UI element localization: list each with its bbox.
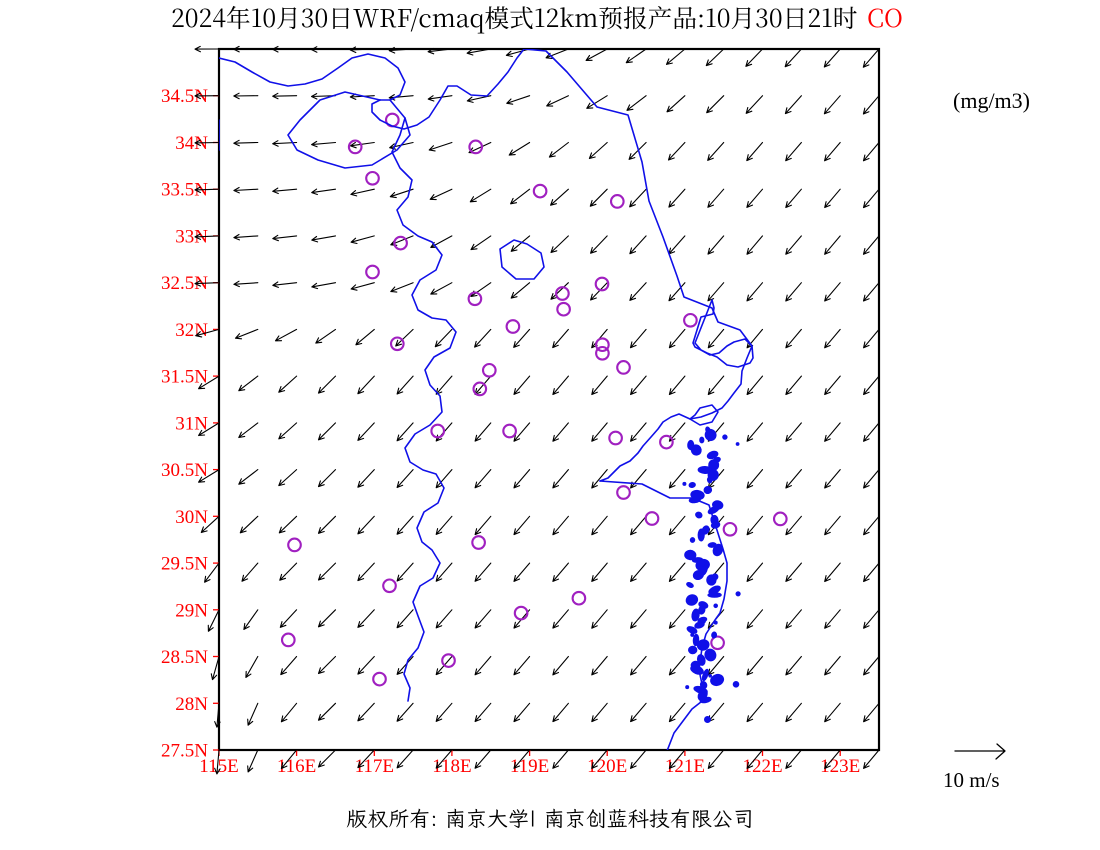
svg-text:34.5N: 34.5N (161, 86, 208, 107)
svg-text:28N: 28N (175, 694, 208, 715)
svg-text:10 m/s: 10 m/s (943, 768, 1000, 792)
svg-text:29N: 29N (175, 600, 208, 621)
svg-text:115E: 115E (199, 756, 238, 777)
svg-text:30N: 30N (175, 507, 208, 528)
svg-text:(mg/m3): (mg/m3) (953, 88, 1030, 113)
svg-text:32N: 32N (175, 320, 208, 341)
svg-text:34N: 34N (175, 133, 208, 154)
svg-text:版权所有: 南京大学| 南京创蓝科技有限公司: 版权所有: 南京大学| 南京创蓝科技有限公司 (346, 804, 753, 832)
svg-text:29.5N: 29.5N (161, 554, 208, 575)
svg-text:2024年10月30日WRF/cmaq模式12km预报产品:: 2024年10月30日WRF/cmaq模式12km预报产品:10月30日21时 (171, 0, 857, 35)
svg-text:CO: CO (867, 0, 903, 35)
svg-text:31N: 31N (175, 413, 208, 434)
svg-text:28.5N: 28.5N (161, 647, 208, 668)
